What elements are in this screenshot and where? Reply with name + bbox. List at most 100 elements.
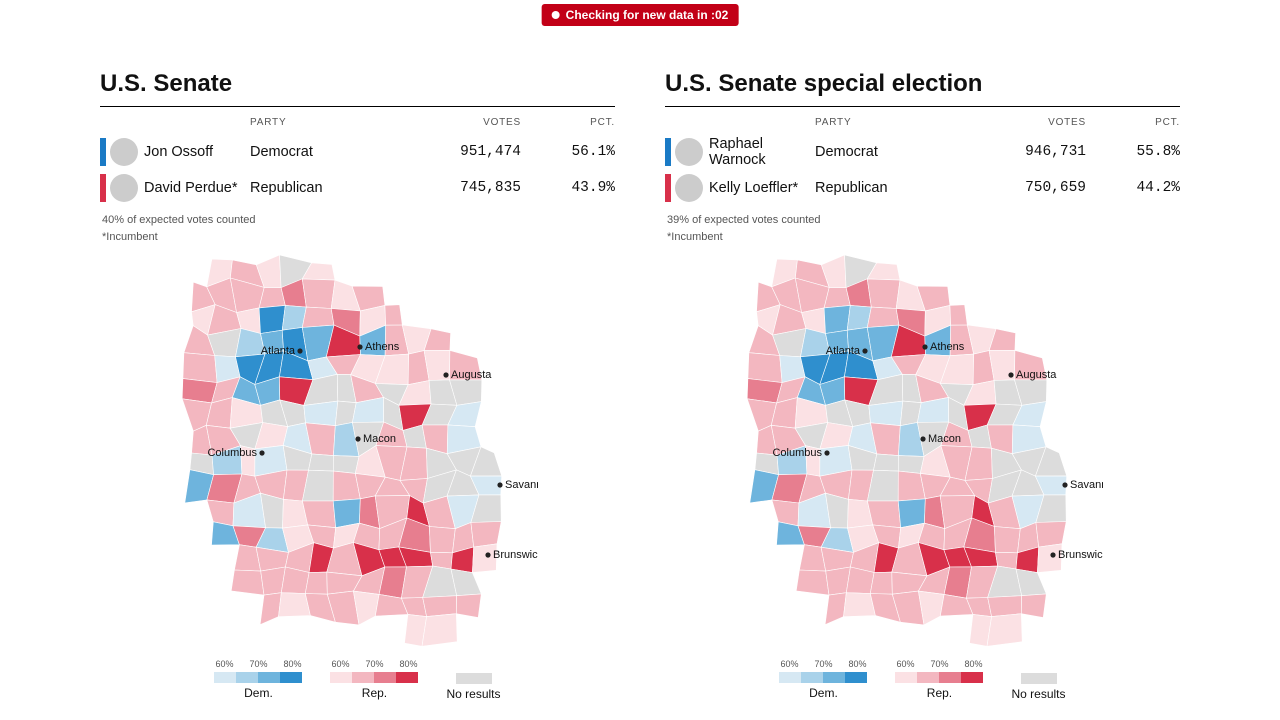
county[interactable] [182,353,216,383]
city-label: Brunswick [493,549,538,561]
race-senate-special: U.S. Senate special election PARTY VOTES… [665,70,1180,701]
col-votes-header: VOTES [370,117,545,128]
county[interactable] [231,570,264,595]
city-dot [497,482,502,487]
city-dot [1050,552,1055,557]
candidate-photo [675,174,703,202]
legend-dem: 60%70%80% Dem. [779,659,867,701]
candidate-party: Republican [815,180,935,196]
footnote: 39% of expected votes counted *Incumbent [667,212,1180,245]
candidate-votes: 946,731 [935,144,1110,160]
city-dot [259,450,264,455]
county[interactable] [1016,569,1046,596]
candidate-party: Republican [250,180,370,196]
county[interactable] [302,279,335,309]
county[interactable] [333,499,360,528]
city-dot [922,344,927,349]
county[interactable] [303,401,337,426]
candidate-photo [110,174,138,202]
legend-rep-swatches [895,672,983,683]
candidate-votes: 745,835 [370,180,545,196]
col-pct-header: PCT. [545,117,615,128]
candidate-party: Democrat [250,144,370,160]
county[interactable] [1035,522,1065,548]
race-title: U.S. Senate special election [665,70,1180,107]
candidate-name: Jon Ossoff [138,144,250,160]
results-table: PARTY VOTES PCT. Jon Ossoff Democrat 951… [100,111,615,206]
county[interactable] [994,527,1020,553]
city-dot [1062,482,1067,487]
county[interactable] [259,305,285,333]
city-label: Savannah [505,479,538,491]
city-dot [920,436,925,441]
county[interactable] [260,593,281,625]
party-bar [100,174,106,202]
table-header: PARTY VOTES PCT. [100,111,615,134]
race-senate: U.S. Senate PARTY VOTES PCT. Jon Ossoff … [100,70,615,701]
city-dot [862,348,867,353]
city-label: Athens [930,341,965,353]
city-dot [824,450,829,455]
county[interactable] [868,401,902,426]
county[interactable] [1021,594,1046,618]
legend-dem-swatches [214,672,302,683]
candidate-pct: 55.8% [1110,144,1180,160]
county[interactable] [870,572,892,594]
city-dot [443,372,448,377]
county[interactable] [278,593,310,617]
candidate-photo [675,138,703,166]
city-label: Macon [363,433,396,445]
candidate-photo [110,138,138,166]
live-dot-icon [552,11,560,19]
city-dot [1008,372,1013,377]
county[interactable] [867,307,899,327]
county[interactable] [771,500,798,526]
candidate-party: Democrat [815,144,935,160]
county[interactable] [873,454,898,471]
candidate-pct: 56.1% [545,144,615,160]
county[interactable] [422,614,457,647]
county[interactable] [451,569,481,596]
legend-dem: 60%70%80% Dem. [214,659,302,701]
county[interactable] [456,594,481,618]
county[interactable] [796,570,829,595]
county[interactable] [384,305,401,326]
county[interactable] [429,527,455,553]
table-row: Jon Ossoff Democrat 951,474 56.1% [100,134,615,170]
county[interactable] [422,596,456,617]
county[interactable] [824,305,850,333]
county[interactable] [470,522,500,548]
county-map[interactable]: AtlantaAthensAugustaColumbusMaconSavanna… [100,255,615,655]
candidate-pct: 44.2% [1110,180,1180,196]
county[interactable] [867,279,900,309]
legend-noresults: No results [1011,659,1065,701]
county[interactable] [987,614,1022,647]
candidate-votes: 951,474 [370,144,545,160]
county[interactable] [333,456,359,474]
county[interactable] [867,501,900,528]
county[interactable] [308,454,333,471]
county[interactable] [302,501,335,528]
county[interactable] [898,456,924,474]
legend-dem-swatches [779,672,867,683]
county[interactable] [949,305,966,326]
county[interactable] [206,500,233,526]
county[interactable] [987,596,1021,617]
county[interactable] [302,307,334,327]
table-row: Raphael Warnock Democrat 946,731 55.8% [665,134,1180,170]
refresh-banner: Checking for new data in :02 [542,4,739,26]
city-label: Savannah [1070,479,1103,491]
city-label: Augusta [1016,369,1057,381]
county[interactable] [305,572,327,594]
city-label: Brunswick [1058,549,1103,561]
county[interactable] [747,353,781,383]
candidate-pct: 43.9% [545,180,615,196]
city-label: Columbus [207,447,257,459]
county[interactable] [825,593,846,625]
county[interactable] [843,593,875,617]
legend-noresults: No results [446,659,500,701]
legend-rep: 60%70%80% Rep. [330,659,418,701]
col-party-header: PARTY [250,117,370,128]
county[interactable] [898,499,925,528]
county-map[interactable]: AtlantaAthensAugustaColumbusMaconSavanna… [665,255,1180,655]
